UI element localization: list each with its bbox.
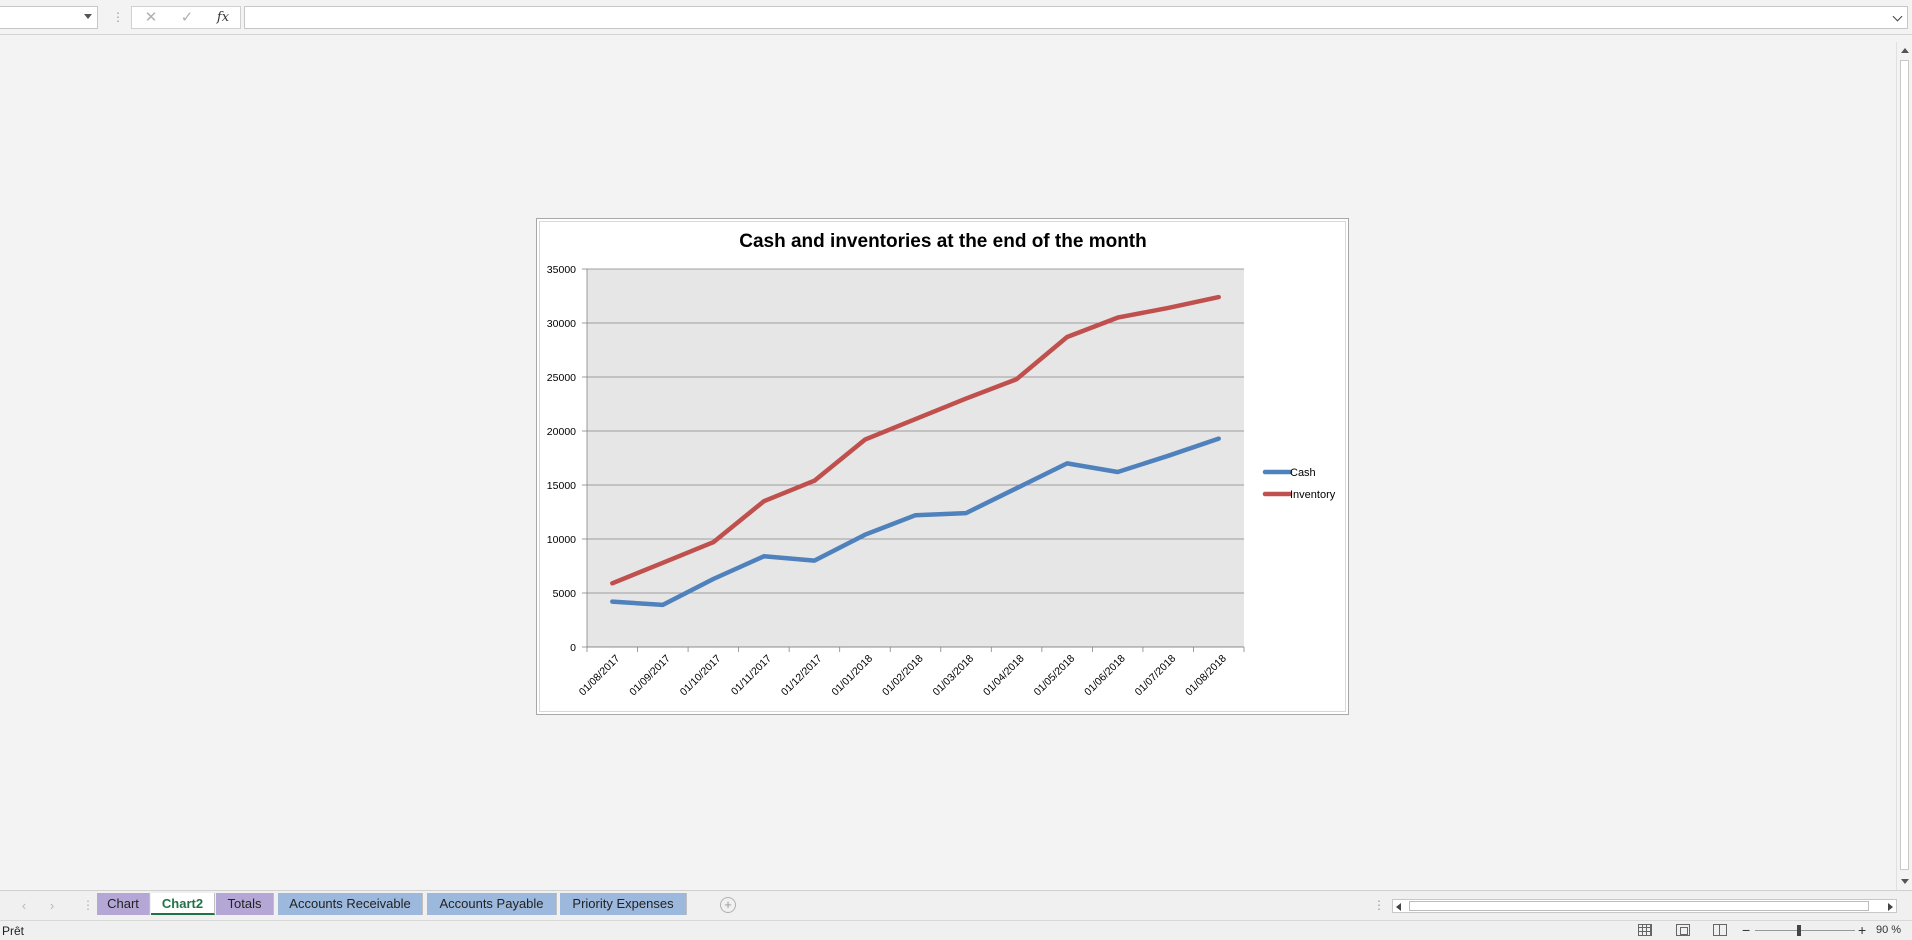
formula-buttons: ✕ ✓ fx	[131, 6, 241, 29]
data-point-cash	[1218, 438, 1220, 440]
data-point-inventory	[662, 562, 664, 564]
page-layout-view-icon[interactable]	[1676, 924, 1690, 936]
scroll-down-icon[interactable]	[1901, 879, 1909, 884]
vertical-scroll-thumb[interactable]	[1900, 60, 1909, 870]
x-tick-label: 01/11/2017	[729, 653, 774, 698]
horizontal-scrollbar[interactable]	[1392, 899, 1897, 913]
tab-chart[interactable]: Chart	[97, 893, 150, 915]
x-tick-label: 01/04/2018	[981, 653, 1027, 699]
data-point-inventory	[1167, 307, 1169, 309]
tab-more-icon[interactable]: ⋮	[82, 898, 94, 912]
legend-label: Cash	[1290, 467, 1316, 479]
data-point-inventory	[1117, 317, 1119, 319]
add-sheet-icon[interactable]: +	[720, 897, 736, 913]
cancel-icon[interactable]: ✕	[144, 9, 158, 26]
zoom-in-button[interactable]: +	[1858, 922, 1867, 938]
x-tick-label: 01/09/2017	[627, 653, 673, 699]
sheet-tab-bar: ‹ › ⋮ Chart Chart2 Totals Accounts Recei…	[0, 890, 1912, 920]
scroll-up-icon[interactable]	[1901, 48, 1909, 53]
status-text: Prêt	[2, 924, 25, 938]
data-point-inventory	[915, 418, 916, 420]
x-tick-label: 01/02/2018	[880, 653, 926, 699]
data-point-inventory	[712, 541, 714, 543]
x-tick-label: 01/05/2018	[1032, 653, 1078, 699]
formula-bar-grip-icon: ⋮	[112, 10, 124, 24]
y-tick-label: 35000	[547, 264, 576, 276]
data-point-cash	[1117, 471, 1119, 473]
data-point-cash	[1066, 462, 1068, 464]
x-tick-label: 01/06/2018	[1082, 653, 1128, 699]
tab-accounts-payable[interactable]: Accounts Payable	[427, 893, 557, 915]
plot-area	[587, 269, 1244, 647]
x-tick-label: 01/01/2018	[829, 653, 875, 699]
horizontal-scroll-thumb[interactable]	[1409, 901, 1869, 911]
data-point-cash	[864, 534, 866, 536]
insert-function-icon[interactable]: fx	[216, 10, 230, 25]
data-point-inventory	[1016, 378, 1018, 380]
formula-bar: ⋮ ✕ ✓ fx	[0, 0, 1912, 35]
data-point-cash	[763, 555, 765, 557]
expand-formula-bar-icon[interactable]	[1892, 11, 1903, 22]
data-point-cash	[965, 512, 967, 514]
name-box-dropdown-icon[interactable]	[84, 14, 92, 19]
legend-label: Inventory	[1290, 489, 1336, 501]
previous-sheet-icon[interactable]: ‹	[21, 898, 27, 913]
data-point-cash	[611, 601, 613, 603]
zoom-level[interactable]: 90 %	[1876, 924, 1902, 936]
zoom-out-button[interactable]: −	[1742, 922, 1751, 938]
page-break-view-icon[interactable]	[1713, 924, 1727, 936]
next-sheet-icon[interactable]: ›	[49, 898, 55, 913]
vertical-scrollbar[interactable]	[1896, 42, 1912, 890]
y-tick-label: 10000	[547, 534, 576, 546]
data-point-cash	[813, 560, 815, 562]
y-tick-label: 20000	[547, 426, 576, 438]
zoom-slider-thumb[interactable]	[1797, 925, 1801, 936]
tab-priority-expenses[interactable]: Priority Expenses	[560, 893, 687, 915]
data-point-inventory	[611, 582, 613, 584]
x-tick-label: 01/10/2017	[678, 653, 724, 699]
tab-accounts-receivable[interactable]: Accounts Receivable	[278, 893, 423, 915]
formula-input[interactable]	[244, 6, 1908, 29]
tab-chart2[interactable]: Chart2	[151, 893, 215, 915]
scroll-right-icon[interactable]	[1888, 903, 1893, 911]
data-point-inventory	[763, 500, 765, 502]
data-point-inventory	[864, 439, 866, 441]
name-box[interactable]	[0, 6, 98, 29]
scroll-left-icon[interactable]	[1396, 903, 1401, 911]
x-tick-label: 01/08/2017	[577, 653, 623, 699]
data-point-inventory	[1066, 336, 1068, 338]
x-tick-label: 01/03/2018	[931, 653, 977, 699]
data-point-cash	[1167, 455, 1169, 457]
x-tick-label: 01/12/2017	[779, 653, 825, 699]
y-tick-label: 25000	[547, 372, 576, 384]
chart-title: Cash and inventories at the end of the m…	[739, 231, 1146, 252]
line-chart: Cash and inventories at the end of the m…	[547, 231, 1336, 699]
zoom-slider[interactable]	[1755, 930, 1855, 931]
tab-totals[interactable]: Totals	[216, 893, 274, 915]
y-tick-label: 15000	[547, 480, 576, 492]
y-tick-label: 30000	[547, 318, 576, 330]
data-point-cash	[712, 578, 714, 580]
data-point-inventory	[965, 398, 967, 400]
data-point-inventory	[1218, 296, 1220, 298]
horizontal-scroll-grip-icon[interactable]: ⋮	[1373, 898, 1385, 912]
y-tick-label: 5000	[553, 588, 577, 600]
enter-icon[interactable]: ✓	[180, 9, 194, 26]
data-point-cash	[915, 514, 916, 516]
y-tick-label: 0	[570, 642, 576, 654]
x-tick-label: 01/08/2018	[1183, 653, 1229, 699]
normal-view-icon[interactable]	[1638, 924, 1652, 936]
chart-object[interactable]: Cash and inventories at the end of the m…	[536, 218, 1349, 715]
status-bar: Prêt − + 90 %	[0, 920, 1912, 940]
data-point-cash	[1016, 487, 1018, 489]
data-point-cash	[662, 604, 664, 606]
data-point-inventory	[813, 480, 815, 482]
x-tick-label: 01/07/2018	[1133, 653, 1179, 699]
